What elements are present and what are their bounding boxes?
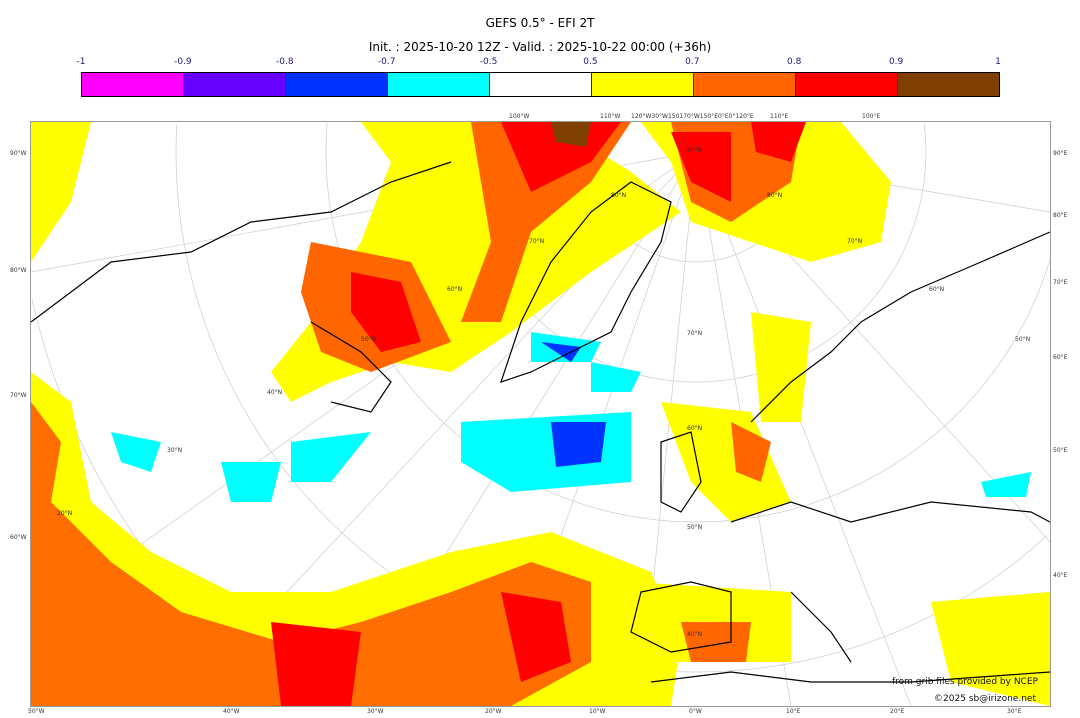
colorbar-tick: 0.9 bbox=[888, 57, 904, 67]
map-subtitle: Init. : 2025-10-20 12Z - Valid. : 2025-1… bbox=[368, 40, 712, 54]
axis-label-bottom: 40°W bbox=[223, 708, 240, 715]
grid-label: 70°N bbox=[687, 330, 703, 337]
grid-label: 50°N bbox=[361, 336, 377, 343]
grid-label: 80°N bbox=[611, 192, 627, 199]
colorbar-segment bbox=[184, 73, 286, 96]
axis-label-right: 70°E bbox=[1053, 279, 1068, 286]
axis-label-top: 100°W bbox=[509, 113, 530, 120]
axis-label-top: 110°W bbox=[600, 113, 621, 120]
axis-label-bottom: 30°E bbox=[1007, 708, 1022, 715]
axis-label-bottom: 10°E bbox=[786, 708, 801, 715]
colorbar-segment bbox=[388, 73, 490, 96]
colorbar-tick: 0.8 bbox=[787, 57, 802, 67]
map-title: GEFS 0.5° - EFI 2T bbox=[485, 16, 595, 30]
colorbar-tick: -0.9 bbox=[174, 57, 192, 67]
colorbar-segment bbox=[592, 73, 694, 96]
grid-label: 20°N bbox=[57, 510, 73, 517]
efi-fields bbox=[31, 122, 1050, 706]
axis-label-left: 80°W bbox=[10, 267, 27, 274]
map-area: 90°N 80°N 70°N 60°N 50°N 40°N 30°N 20°N … bbox=[30, 121, 1051, 707]
axis-label-left: 60°W bbox=[10, 534, 27, 541]
colorbar-tick: 0.5 bbox=[583, 57, 598, 67]
grid-label: 60°N bbox=[929, 286, 945, 293]
grid-label: 50°N bbox=[687, 524, 703, 531]
axis-label-right: 60°E bbox=[1053, 354, 1068, 361]
axis-label-right: 80°E bbox=[1053, 212, 1068, 219]
axis-label-left: 90°W bbox=[10, 150, 27, 157]
colorbar-segment bbox=[490, 73, 592, 96]
grid-label: 70°N bbox=[529, 238, 545, 245]
grid-label: 30°N bbox=[167, 447, 183, 454]
axis-label-right: 50°E bbox=[1053, 447, 1068, 454]
axis-label-bottom: 50°W bbox=[28, 708, 45, 715]
axis-label-top: 120°W30°W150170°W150°E0°E0°120°E bbox=[631, 113, 754, 120]
copyright: ©2025 sb@irizone.net bbox=[934, 694, 1036, 704]
axis-label-right: 90°E bbox=[1053, 150, 1068, 157]
axis-label-bottom: 20°E bbox=[890, 708, 905, 715]
colorbar-tick: -0.7 bbox=[377, 57, 396, 67]
axis-label-top: 100°E bbox=[862, 113, 881, 120]
colorbar-segment bbox=[898, 73, 999, 96]
colorbar-tick: -0.5 bbox=[479, 57, 498, 67]
colorbar-tick: 1 bbox=[995, 57, 1001, 67]
source-credit: from grib files provided by NCEP bbox=[892, 677, 1038, 687]
colorbar-segment bbox=[82, 73, 184, 96]
colorbar-tick: -0.8 bbox=[275, 57, 294, 67]
axis-label-bottom: 20°W bbox=[485, 708, 502, 715]
axis-label-bottom: 10°W bbox=[589, 708, 606, 715]
grid-label: 50°N bbox=[1015, 336, 1031, 343]
grid-label: 90°N bbox=[687, 147, 703, 154]
axis-label-bottom: 30°W bbox=[367, 708, 384, 715]
coastlines bbox=[31, 161, 1050, 683]
efi-map bbox=[31, 122, 1050, 706]
grid-label: 70°N bbox=[847, 238, 863, 245]
grid-label: 60°N bbox=[687, 425, 703, 432]
colorbar bbox=[81, 72, 1000, 97]
colorbar-segment bbox=[694, 73, 796, 96]
grid-label: 60°N bbox=[447, 286, 463, 293]
colorbar-segment bbox=[796, 73, 898, 96]
grid-label: 80°N bbox=[767, 192, 783, 199]
axis-label-top: 110°E bbox=[770, 113, 789, 120]
grid-label: 40°N bbox=[687, 631, 703, 638]
colorbar-segment bbox=[286, 73, 388, 96]
axis-label-left: 70°W bbox=[10, 392, 27, 399]
grid-label: 40°N bbox=[267, 389, 283, 396]
axis-label-bottom: 0°W bbox=[689, 708, 702, 715]
axis-label-right: 40°E bbox=[1053, 572, 1068, 579]
colorbar-tick: 0.7 bbox=[685, 57, 700, 67]
colorbar-tick: -1 bbox=[76, 57, 86, 67]
